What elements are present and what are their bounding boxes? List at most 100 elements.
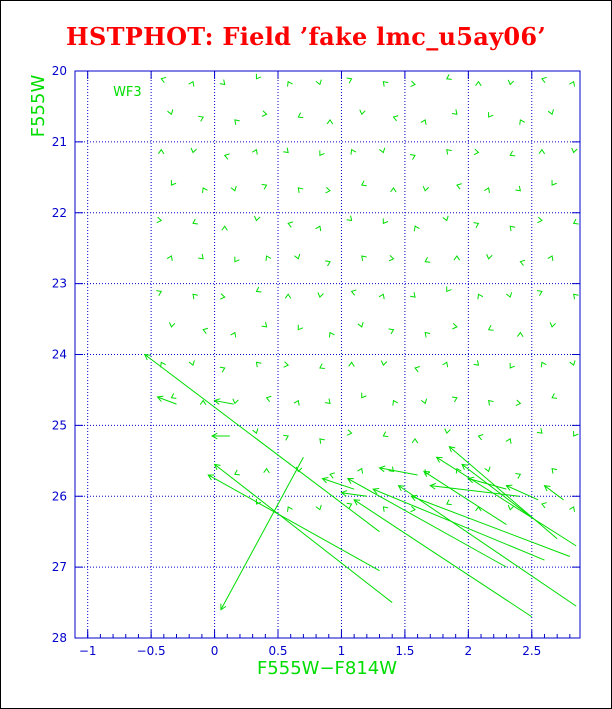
small-vector	[255, 286, 262, 293]
small-vector	[170, 180, 177, 186]
small-vector	[538, 148, 546, 155]
small-vector	[442, 361, 449, 368]
small-vector	[252, 428, 259, 435]
small-vector	[219, 366, 226, 373]
long-vector	[435, 456, 577, 547]
small-vector	[287, 506, 293, 512]
vector-head	[423, 470, 430, 477]
long-vector	[378, 465, 418, 476]
long-vector	[156, 395, 177, 405]
long-vector	[543, 484, 564, 501]
small-vector	[350, 148, 357, 155]
small-vector	[572, 218, 579, 225]
small-vector	[569, 80, 575, 87]
small-vector	[507, 79, 515, 86]
small-vector	[536, 428, 543, 434]
small-vector	[540, 361, 547, 368]
small-vector	[446, 286, 452, 293]
small-vector	[573, 293, 579, 300]
vector-head	[372, 488, 380, 495]
vector-head	[340, 490, 348, 497]
x-axis-label: F555W−F814W	[257, 658, 397, 679]
small-vector	[422, 185, 430, 192]
small-vector	[541, 76, 547, 84]
y-tick-label: 21	[52, 135, 67, 149]
small-vector	[230, 331, 237, 338]
y-axis-label: F555W	[28, 75, 49, 138]
y-tick-label: 22	[52, 206, 67, 220]
vector-shaft	[157, 396, 177, 405]
small-vector	[346, 429, 353, 436]
vector-shaft	[144, 354, 380, 533]
small-vector	[388, 328, 395, 335]
y-tick-label: 24	[52, 348, 67, 362]
small-vector	[477, 293, 484, 300]
long-vector	[397, 485, 577, 607]
small-vector	[192, 218, 199, 225]
small-vector	[359, 109, 366, 116]
small-vector	[315, 225, 322, 232]
small-vector	[414, 366, 420, 373]
small-vector	[549, 322, 556, 328]
small-vector	[168, 322, 176, 328]
y-tick-label: 23	[52, 277, 67, 291]
long-vector	[340, 490, 367, 497]
small-vector	[446, 149, 452, 155]
long-vector	[505, 484, 539, 501]
small-vector	[251, 148, 258, 155]
small-vector	[411, 437, 419, 444]
vector-shaft	[436, 456, 577, 547]
vector-head	[467, 476, 475, 484]
small-vector	[234, 119, 240, 125]
small-vector	[392, 115, 399, 122]
chart-title: HSTPHOT: Field ’fake lmc_u5ay06’	[65, 22, 546, 51]
small-vector	[198, 115, 204, 122]
vector-shaft	[214, 400, 234, 405]
small-vector	[166, 255, 173, 261]
vector-shaft	[544, 485, 564, 501]
small-vector	[297, 187, 304, 193]
x-tick-label: 1.5	[395, 644, 414, 658]
small-vector	[486, 254, 493, 260]
vector-head	[346, 478, 354, 484]
small-vector	[319, 150, 325, 157]
small-vector	[451, 109, 458, 115]
small-vector	[445, 499, 452, 506]
small-vector	[156, 216, 163, 224]
small-vector	[519, 259, 526, 266]
chip-label: WF3	[113, 85, 142, 100]
small-vector	[319, 438, 325, 444]
small-vector	[157, 148, 165, 155]
small-vector	[261, 321, 268, 328]
small-vector	[484, 187, 490, 193]
small-vector	[551, 467, 558, 474]
small-vector	[473, 360, 480, 366]
small-vector	[424, 331, 431, 338]
x-tick-label: 0	[211, 644, 219, 658]
small-vector	[515, 399, 522, 406]
small-vector	[382, 80, 389, 87]
small-vector	[515, 185, 522, 192]
small-vector	[287, 80, 293, 87]
small-vector	[547, 255, 554, 261]
axis-ticks: −1 −0.5 0 0.5 1 1.5 2 2.5 20 21 22 23 24 25 26 27 28	[52, 64, 580, 658]
small-vector	[456, 183, 462, 190]
small-vector	[265, 395, 272, 402]
x-tick-label: 1	[338, 644, 346, 658]
small-vector	[253, 215, 261, 222]
small-vector	[199, 399, 207, 406]
vector-head	[207, 474, 215, 481]
vector-head	[461, 463, 469, 471]
vector-shaft	[379, 467, 418, 476]
small-vector	[287, 221, 294, 228]
small-vector	[420, 398, 428, 405]
vector-shaft	[430, 485, 520, 497]
small-vector	[261, 110, 268, 117]
small-vector	[507, 504, 515, 511]
small-vector	[505, 292, 513, 298]
vector-head	[210, 432, 218, 440]
vector-head	[435, 456, 443, 463]
small-vector	[357, 321, 364, 328]
vector-shaft	[322, 478, 355, 490]
small-vector	[315, 504, 322, 511]
